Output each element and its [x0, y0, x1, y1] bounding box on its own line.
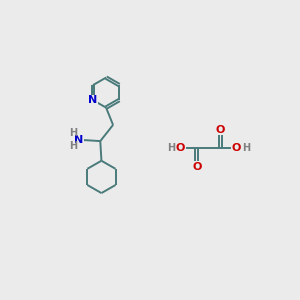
Text: H: H	[167, 143, 175, 153]
Text: O: O	[232, 143, 241, 153]
Text: H: H	[69, 128, 77, 139]
Text: N: N	[88, 95, 98, 105]
Text: N: N	[74, 135, 83, 145]
Text: H: H	[242, 143, 250, 153]
Text: O: O	[215, 124, 225, 135]
Text: O: O	[176, 143, 185, 153]
Text: H: H	[69, 141, 77, 151]
Text: O: O	[192, 161, 202, 172]
